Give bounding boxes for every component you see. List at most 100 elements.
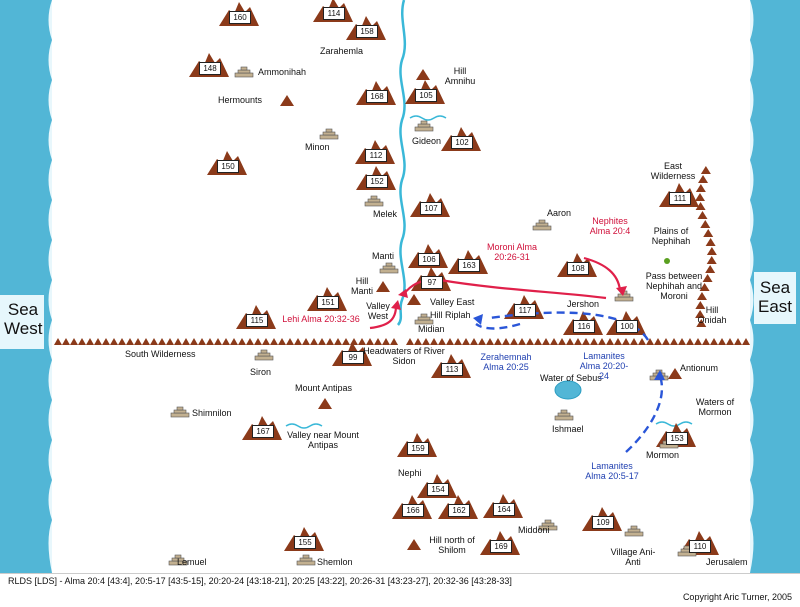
city-building [234,66,254,78]
hill-number-label: 152 [366,175,388,188]
label-aaron: Aaron [547,208,572,218]
label-hill-manti: Hill Manti [350,276,373,296]
city-building [538,519,558,531]
lamanite-route-south [625,375,664,453]
label-valley-antipas: Valley near Mount Antipas [287,430,359,450]
peak [376,281,390,292]
hill-number-label: 168 [366,90,388,103]
peak [280,95,294,106]
city-building [532,219,552,231]
label-antionum: Antionum [680,363,719,373]
hill-number-label: 159 [407,442,429,455]
nephite-routes [369,256,627,330]
annotation-moroni: Moroni Alma 20:26-31 [486,242,538,262]
label-south-wilderness: South Wilderness [125,349,196,359]
lehi-route [369,305,398,330]
hill-number-label: 148 [199,62,221,75]
water-of-sebus [554,380,582,400]
label-hermounts: Hermounts [218,95,263,105]
hill-number-label: 154 [427,483,449,496]
peak [668,368,682,379]
hill-number-label: 102 [451,136,473,149]
copyright: Copyright Aric Turner, 2005 [682,592,792,602]
label-valley-east: Valley East [430,297,475,307]
annotation-lehi: Lehi Alma 20:32-36 [282,314,360,324]
hill-number-label: 108 [567,262,589,275]
label-valley-west: Valley West [366,301,390,321]
label-jershon: Jershon [567,299,600,309]
label-ammonihah: Ammonihah [258,67,307,77]
city-building [168,554,188,566]
annotation-lamanites-1: Lamanites Alma 20:20-24 [579,351,629,381]
hill-number-label: 110 [689,540,711,553]
label-melek: Melek [373,209,398,219]
moroni-route [403,278,607,300]
lamanite-route-north [489,311,650,341]
peak [407,294,421,305]
scripture-reference: RLDS [LDS] - Alma 20:4 [43:4], 20:5-17 [… [8,576,512,586]
label-plains-nephihah: Plains of Nephihah [651,226,691,246]
city-building [254,349,274,361]
label-mount-antipas: Mount Antipas [295,383,353,393]
hill-number-label: 150 [217,160,239,173]
hill-number-label: 107 [420,202,442,215]
footer: RLDS [LDS] - Alma 20:4 [43:4], 20:5-17 [… [0,573,800,607]
label-village-ani-anti: Village Ani-Anti [610,547,656,567]
hill-number-label: 116 [573,320,595,333]
city-building [624,525,644,537]
city-building [414,120,434,132]
label-minon: Minon [305,142,330,152]
hill-number-label: 112 [365,149,387,162]
annotation-nephites: Nephites Alma 20:4 [589,216,631,236]
label-midian: Midian [418,324,445,334]
label-pass-between: Pass between Nephihah and Moroni [645,271,703,301]
hill-number-label: 164 [493,503,515,516]
label-middoni: Middoni [518,525,550,535]
hill-number-label: 109 [592,516,614,529]
annotation-zerahemnah: Zerahemnah Alma 20:25 [480,352,532,372]
label-siron: Siron [250,367,272,377]
label-jerusalem: Jerusalem [706,557,748,567]
peak [318,398,332,409]
sea-east-label: Sea East [757,278,793,316]
label-zarahemla: Zarahemla [320,46,364,56]
label-hill-amnihu: Hill Amnihu [444,66,476,86]
hill-number-label: 111 [669,192,691,205]
tree-icon [664,258,670,264]
label-shimnilon: Shimnilon [192,408,232,418]
river-sidon [396,0,407,326]
label-hill-shilom: Hill north of Shilom [429,535,475,555]
hill-number-label: 158 [356,25,378,38]
hill-number-label: 169 [490,540,512,553]
city-building [170,406,190,418]
label-mormon: Mormon [646,450,680,460]
hill-number-label: 115 [246,314,268,327]
label-water-sebus: Water of Sebus [540,373,602,383]
label-hill-riplah: Hill Riplah [430,310,471,320]
hill-number-label: 151 [317,296,339,309]
hill-number-label: 162 [448,504,470,517]
hill-number-label: 97 [421,276,443,289]
sea-east [750,0,800,573]
city-building [414,313,434,325]
label-manti: Manti [372,251,395,261]
hill-number-label: 166 [402,504,424,517]
city-building [296,554,316,566]
hill-number-label: 117 [514,304,536,317]
city-building [554,409,574,421]
mountain-ridge [54,338,750,345]
hill-number-label: 100 [616,320,638,333]
hill-number-label: 105 [415,89,437,102]
zerahemnah-route [475,322,521,330]
label-gideon: Gideon [412,136,442,146]
hill-number-label: 106 [418,253,440,266]
hill-number-label: 155 [294,536,316,549]
label-nephi: Nephi [398,468,422,478]
label-ishmael: Ishmael [552,424,584,434]
label-hill-onidah: Hill Onidah [697,305,727,325]
hill-number-label: 163 [458,259,480,272]
label-east-wilderness: East Wilderness [650,161,696,181]
label-lemuel: Lemuel [177,557,207,567]
hill-number-label: 114 [323,7,345,20]
label-waters-mormon: Waters of Mormon [695,397,735,417]
